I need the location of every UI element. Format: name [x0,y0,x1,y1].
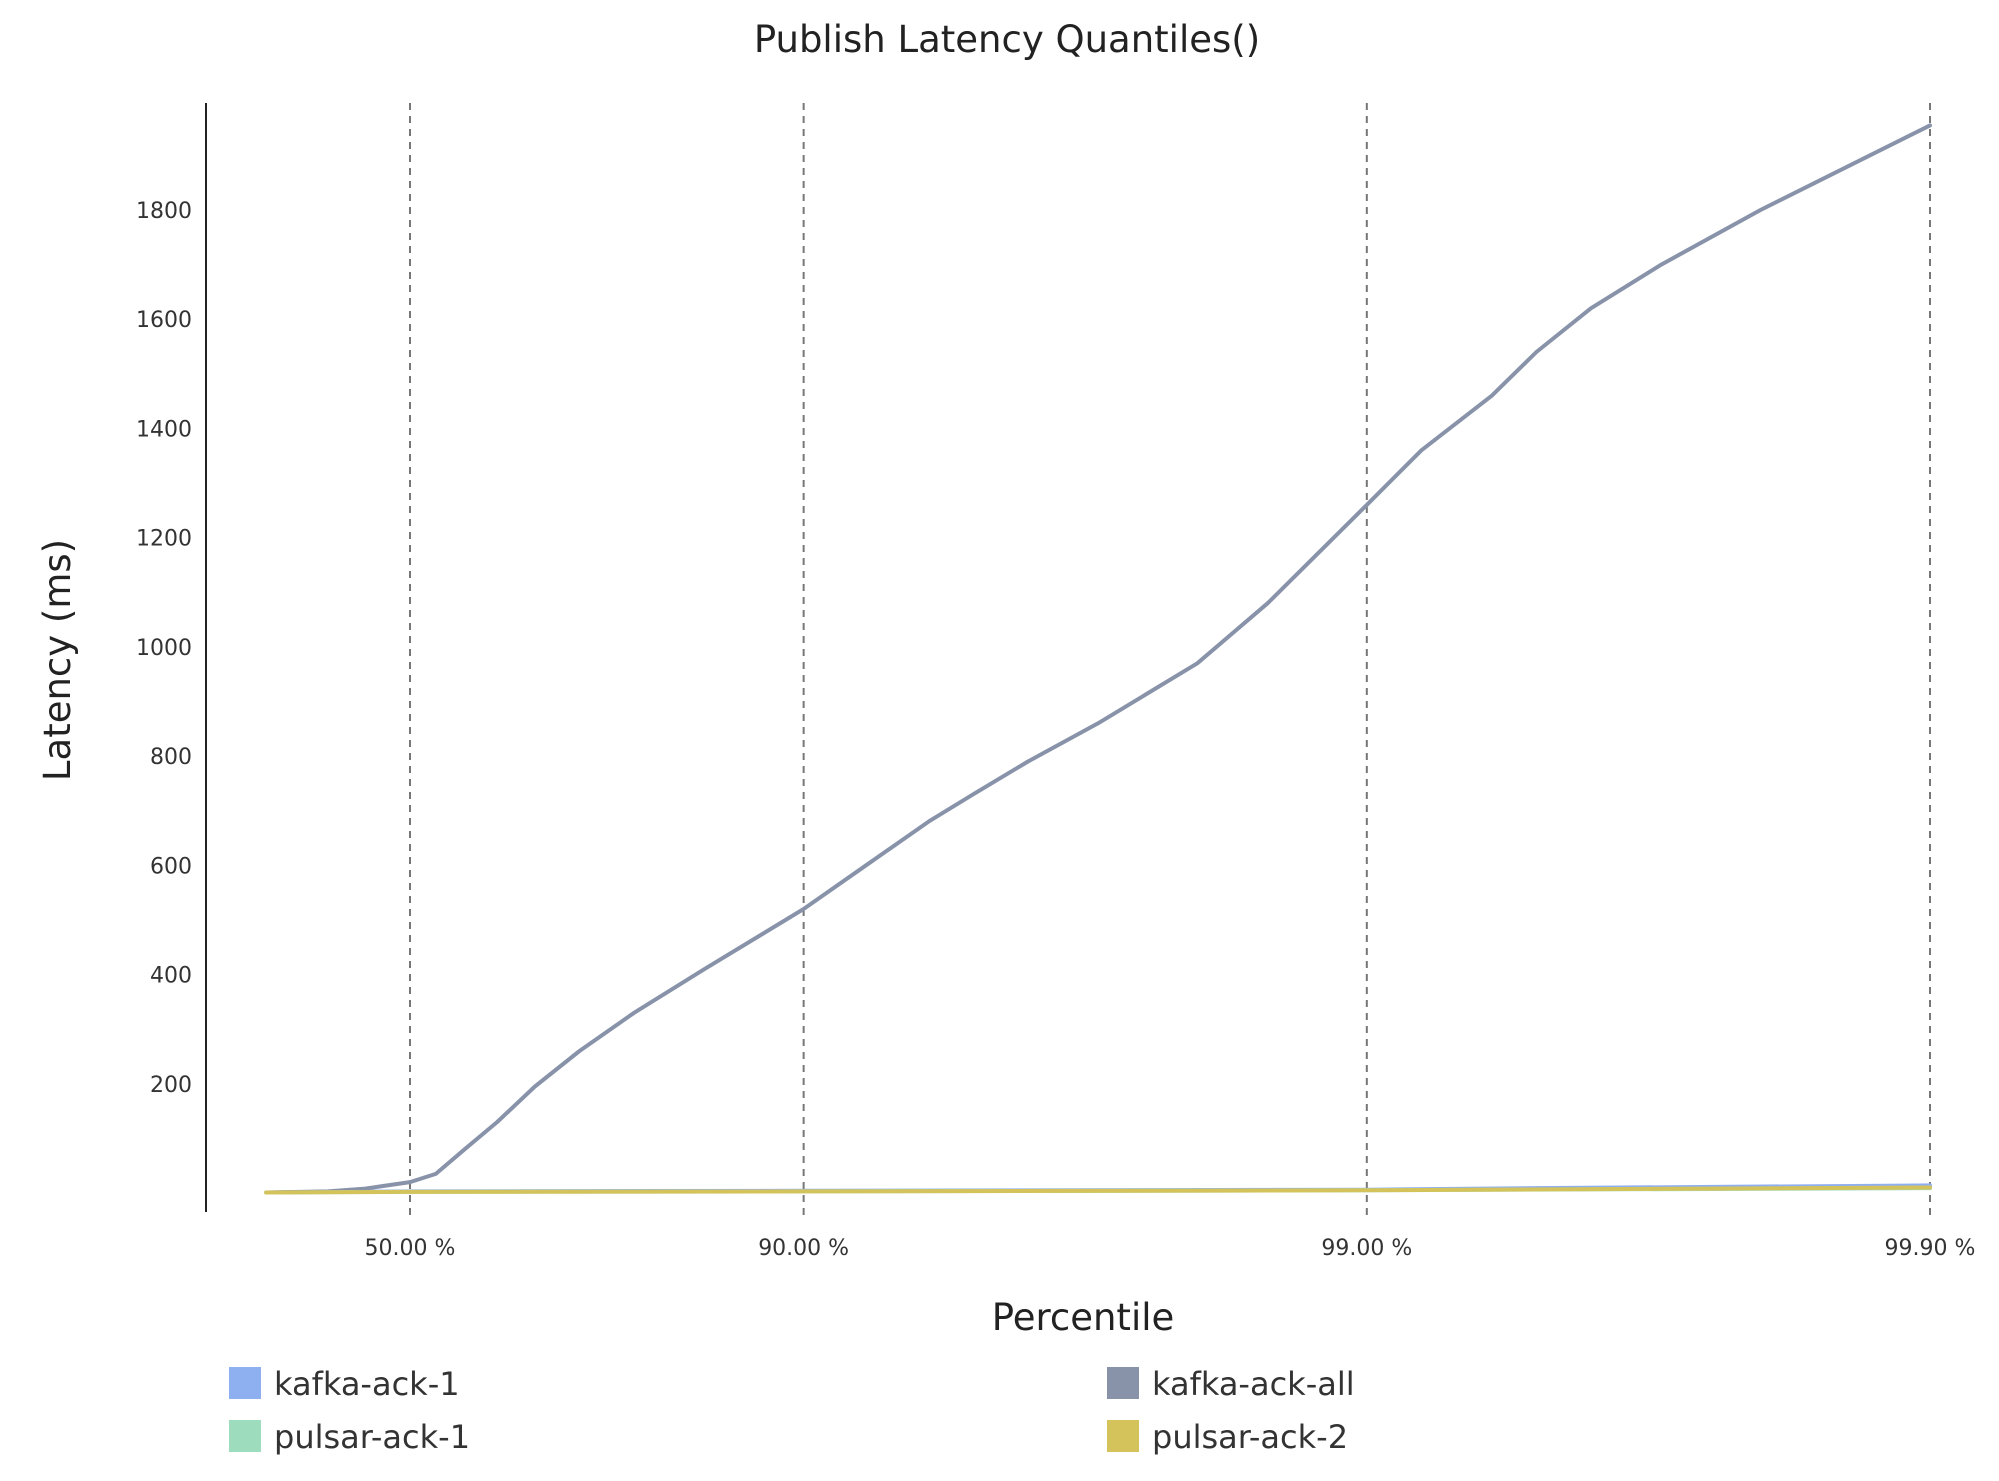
legend-label-kafka-ack-all: kafka-ack-all [1152,1365,1355,1403]
series-line-kafka-ack-all [264,123,1932,1195]
y-tick-label: 1200 [136,527,192,552]
y-tick-label: 400 [150,964,192,989]
y-tick-label: 1600 [136,308,192,333]
legend-swatch-kafka-ack-1 [229,1367,261,1399]
y-tick-label: 600 [150,854,192,879]
y-tick-label: 1800 [136,199,192,224]
series-lines [264,123,1932,1195]
legend-label-pulsar-ack-2: pulsar-ack-2 [1152,1418,1348,1456]
x-tick-label: 50.00 % [365,1236,456,1261]
series-line-pulsar-ack-2 [264,1185,1932,1195]
x-tick-labels: 50.00 % 90.00 % 99.00 % 99.90 % [365,1236,1976,1261]
legend-label-pulsar-ack-1: pulsar-ack-1 [274,1418,470,1456]
x-tick-label: 90.00 % [758,1236,849,1261]
chart-title: Publish Latency Quantiles() [754,18,1260,61]
y-tick-labels: 200 400 600 800 1000 1200 1400 1600 1800 [136,199,192,1098]
y-tick-label: 1400 [136,417,192,442]
y-tick-label: 200 [150,1073,192,1098]
y-tick-label: 800 [150,745,192,770]
x-tick-label: 99.00 % [1321,1236,1412,1261]
legend-label-kafka-ack-1: kafka-ack-1 [274,1365,460,1403]
x-tick-label: 99.90 % [1885,1236,1976,1261]
legend: kafka-ack-1 kafka-ack-all pulsar-ack-1 puls… [229,1365,1355,1456]
legend-swatch-pulsar-ack-1 [229,1420,261,1452]
y-tick-label: 1000 [136,636,192,661]
vertical-gridlines [409,103,1931,1218]
legend-swatch-pulsar-ack-2 [1107,1420,1139,1452]
x-axis-label: Percentile [992,1296,1175,1339]
y-axis-label: Latency (ms) [36,539,79,781]
legend-swatch-kafka-ack-all [1107,1367,1139,1399]
